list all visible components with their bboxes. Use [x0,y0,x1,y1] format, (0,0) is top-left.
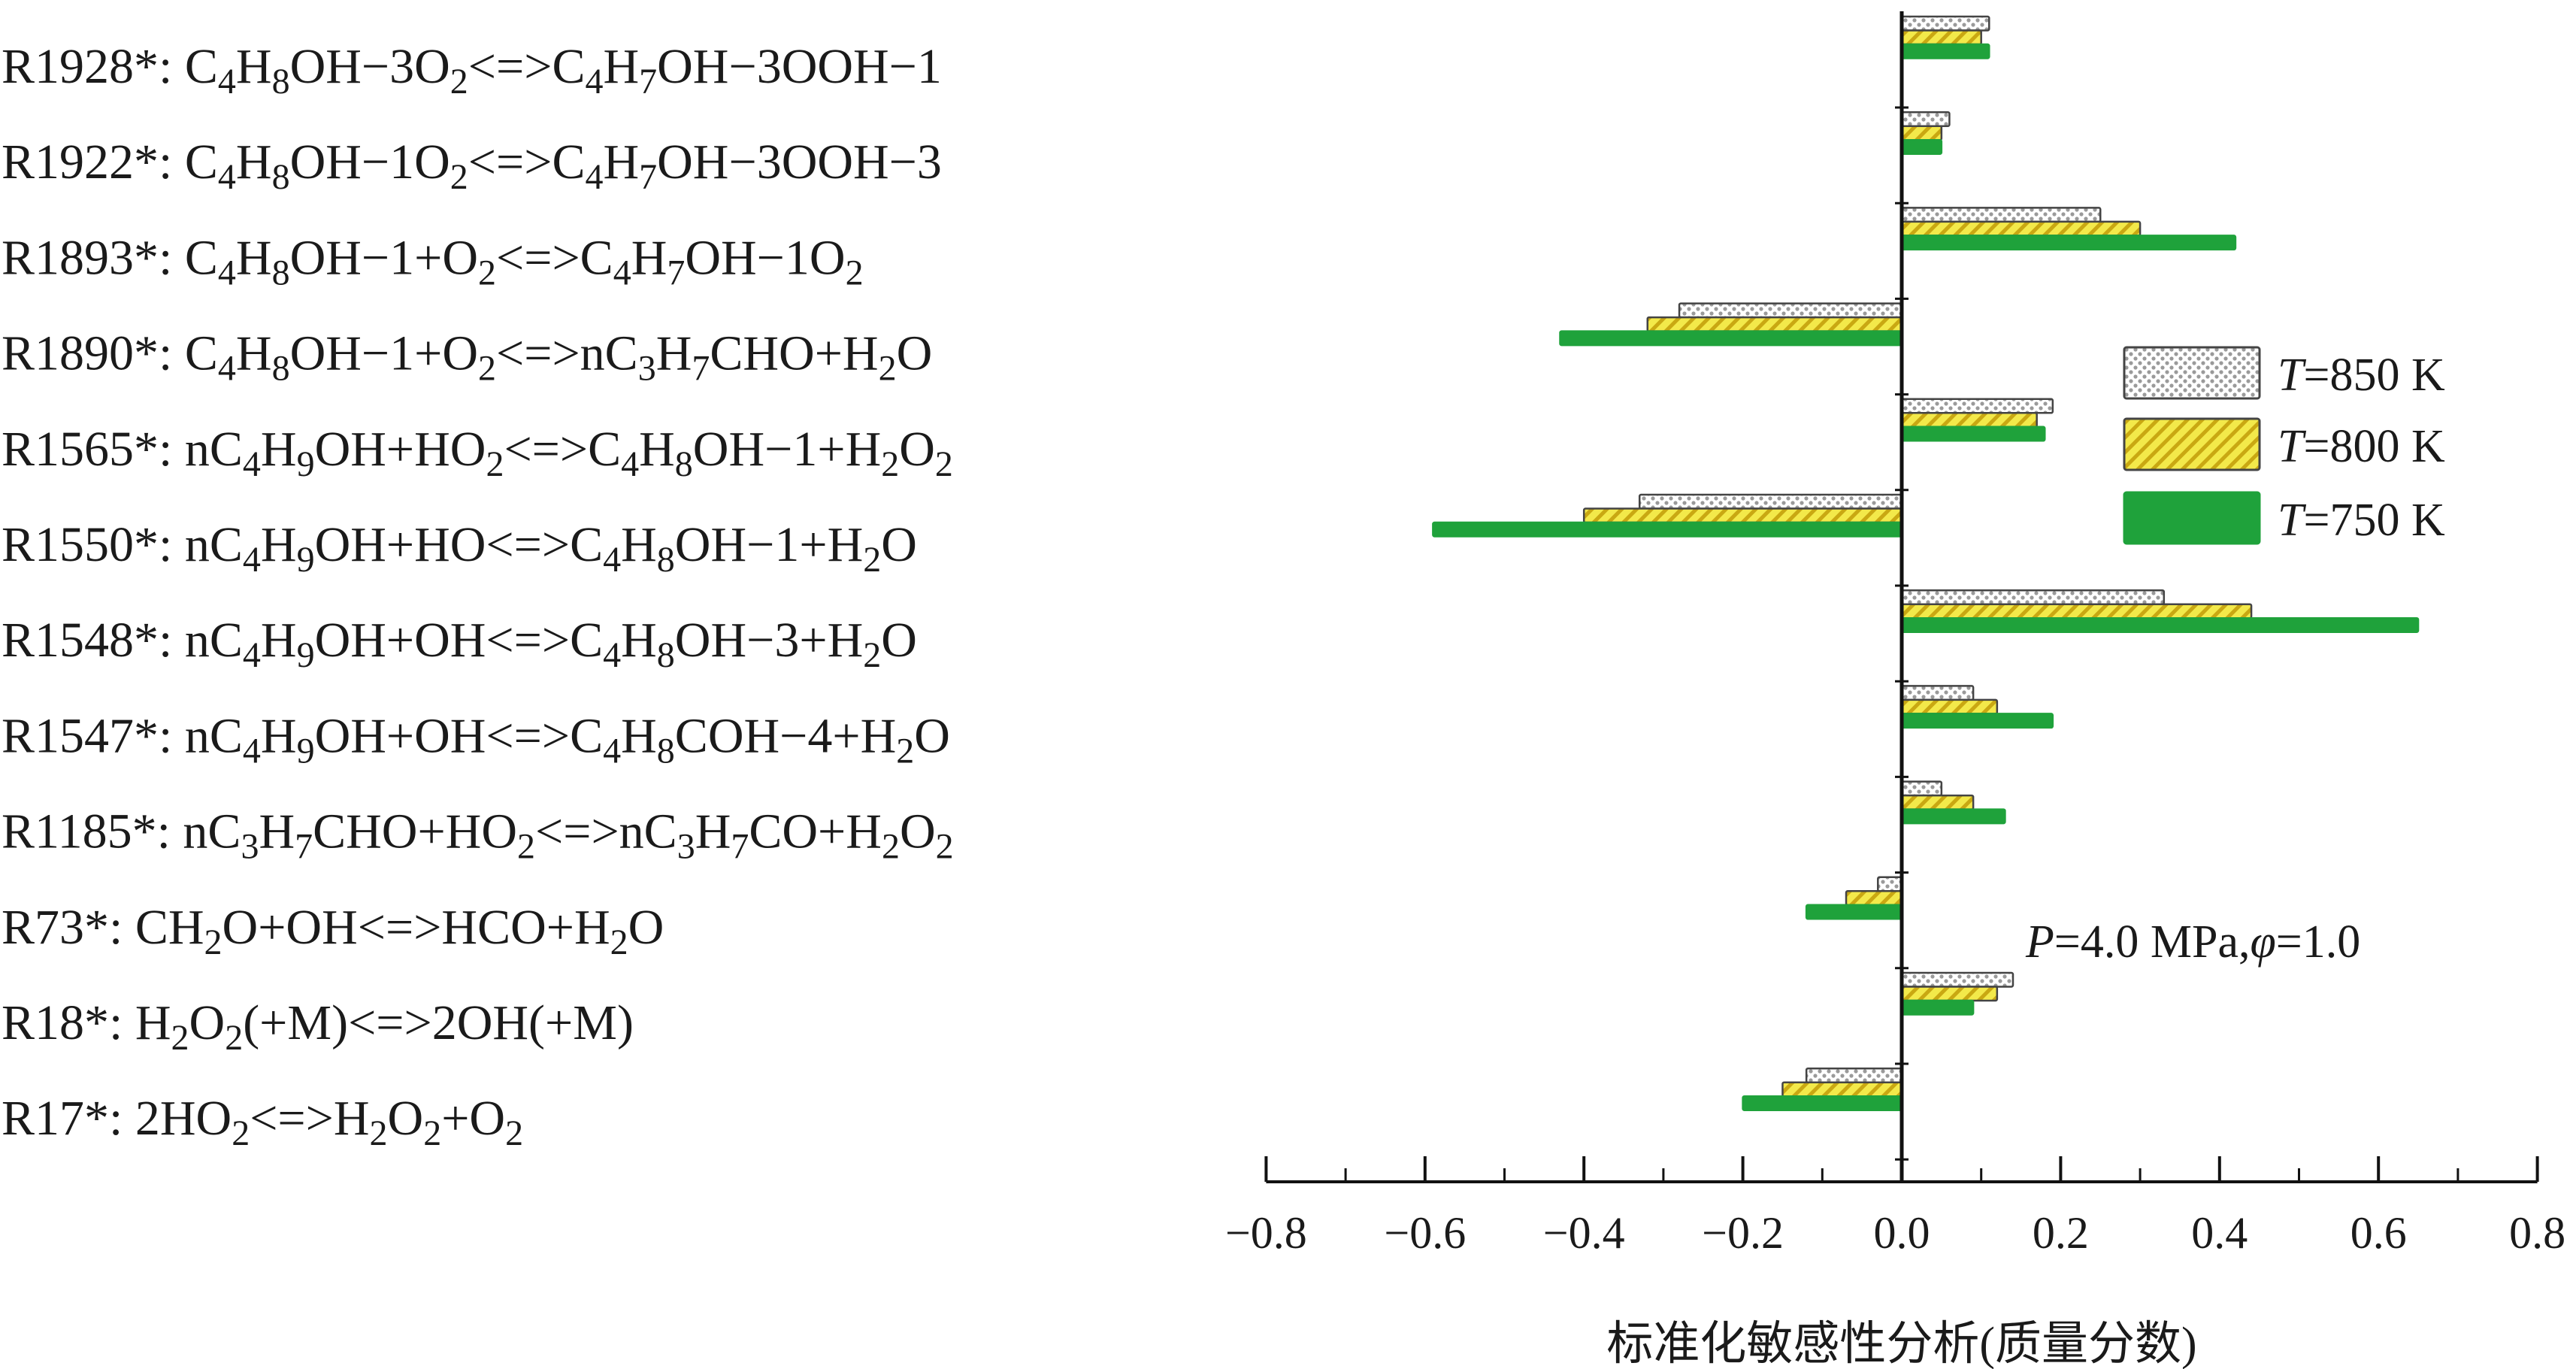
bar [1432,521,1903,538]
legend-label: T=750 K [2278,495,2445,546]
bar [1805,1067,1903,1083]
x-tick-label: 0.6 [2350,1208,2407,1258]
axes-group: −0.8 −0.6 −0.4 −0.2 0.0 0.2 0.4 0.6 0.8 标准化敏感性分析(… [1225,11,2565,1369]
bar [1781,1081,1903,1098]
bar [1900,616,2420,633]
reaction-label: R1922*: C4H8OH−1O2<=>C4H7OH−3OOH−3 [2,135,942,197]
condition-annotation: P=4.0 MPa,φ=1.0 [2025,916,2360,968]
bar [1900,589,2166,605]
bar [1900,125,1943,141]
bar [1559,330,1903,347]
bar [1742,1095,1903,1111]
bar [1582,507,1903,524]
x-tick-label: −0.2 [1702,1208,1784,1258]
annotation-group: P=4.0 MPa,φ=1.0 [2025,916,2360,968]
bar [1900,426,2046,442]
reaction-label: R1550*: nC4H9OH+HO<=>C4H8OH−1+H2O [2,517,917,580]
bar [1900,398,2054,414]
bar [1678,302,1903,319]
bar [1900,808,2006,825]
legend-swatch [2123,491,2261,545]
reaction-label: R73*: CH2O+OH<=>HCO+H2O [2,900,664,962]
reaction-label: R1893*: C4H8OH−1+O2<=>C4H7OH−1O2 [2,230,864,292]
bar [1646,316,1903,332]
bar [1900,685,1975,701]
reaction-label: R1565*: nC4H9OH+HO2<=>C4H8OH−1+H2O2 [2,422,953,484]
bar [1900,15,1990,32]
bar [1900,235,2237,251]
x-tick-label: 0.8 [2509,1208,2565,1258]
bar [1900,29,1982,46]
reaction-label: R1547*: nC4H9OH+OH<=>C4H8COH−4+H2O [2,708,950,771]
bar [1900,794,1975,810]
bar [1900,111,1951,127]
reaction-label: R18*: H2O2(+M)<=>2OH(+M) [2,995,634,1058]
x-tick-label: 0.0 [1874,1208,1930,1258]
bar [1900,713,2054,729]
reaction-label: R1890*: C4H8OH−1+O2<=>nC3H7CHO+H2O [2,326,932,389]
x-axis-title: 标准化敏感性分析(质量分数) [1606,1319,2196,1369]
bar [1900,999,1975,1016]
bar [1805,904,1903,920]
bar [1900,412,2038,429]
bar [1877,876,1903,892]
x-tick-label: 0.4 [2191,1208,2248,1258]
legend-label: T=800 K [2278,421,2445,472]
reaction-label: R17*: 2HO2<=>H2O2+O2 [2,1091,523,1153]
reaction-labels: R1928*: C4H8OH−3O2<=>C4H7OH−3OOH−1 R1922*… [2,39,954,1153]
bar [1900,138,1943,155]
x-tick-label: 0.2 [2033,1208,2089,1258]
reaction-label: R1928*: C4H8OH−3O2<=>C4H7OH−3OOH−1 [2,39,942,101]
legend-label: T=850 K [2278,350,2445,401]
x-tick-label: −0.6 [1384,1208,1466,1258]
bar [1900,603,2253,619]
bar [1900,971,2014,988]
bar [1638,493,1903,510]
bar [1900,43,1990,59]
bar [1900,207,2102,223]
legend: T=850 K T=800 K T=750 K [2123,346,2445,546]
bar [1900,986,1999,1002]
bar [1900,780,1943,797]
legend-swatch [2123,346,2261,400]
legend-swatch [2123,417,2261,471]
reaction-label: R1548*: nC4H9OH+OH<=>C4H8OH−3+H2O [2,613,917,675]
bar [1845,890,1903,907]
x-tick-label: −0.8 [1225,1208,1307,1258]
reaction-label: R1185*: nC3H7CHO+HO2<=>nC3H7CO+H2O2 [2,804,954,867]
bar [1900,698,1999,715]
x-tick-label: −0.4 [1543,1208,1625,1258]
bar [1900,220,2142,237]
